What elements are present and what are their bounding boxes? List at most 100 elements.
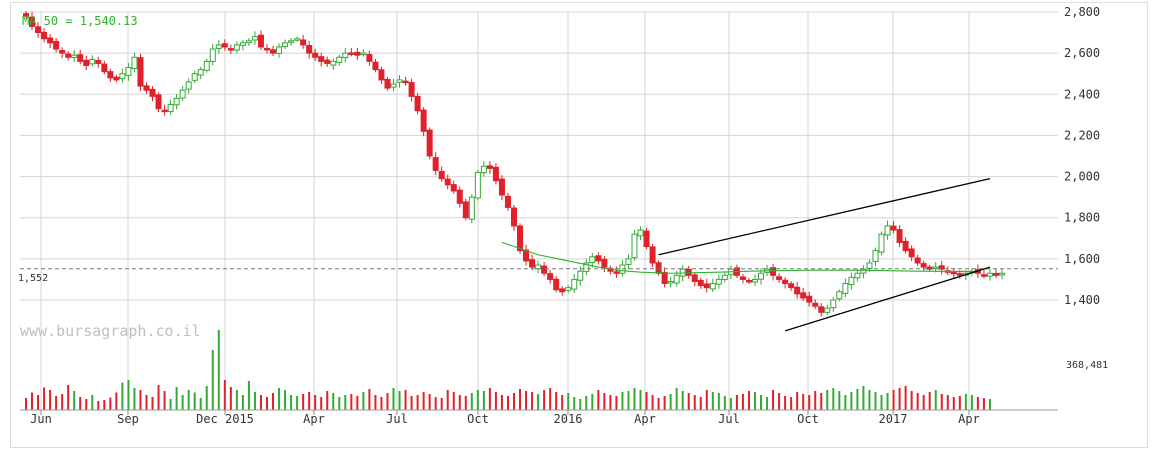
candle-body — [306, 45, 313, 54]
x-tick-label: Oct — [797, 412, 819, 426]
candle-body — [414, 95, 421, 112]
volume-bar — [205, 386, 208, 410]
volume-bar — [103, 400, 106, 410]
candle-body — [938, 265, 945, 270]
candle-body — [577, 270, 584, 281]
candle-body — [215, 44, 222, 49]
volume-bar — [561, 395, 564, 410]
candle-body — [565, 287, 572, 291]
candle-body — [360, 52, 367, 56]
candle-body — [89, 58, 96, 65]
volume-bar — [73, 391, 76, 410]
volume-bar — [91, 395, 94, 410]
volume-bar — [603, 393, 606, 410]
candle-body — [992, 272, 999, 276]
x-tick-label: Apr — [958, 412, 980, 426]
candle-body — [113, 76, 120, 81]
volume-bar — [970, 395, 973, 410]
candle-body — [282, 42, 289, 48]
volume-bar — [735, 395, 738, 410]
candle-body — [288, 40, 295, 43]
y-tick-label: 1,800 — [1064, 211, 1100, 225]
volume-bar — [760, 395, 763, 410]
volume-bar — [892, 390, 895, 410]
candle-body — [878, 233, 885, 253]
volume-bar — [308, 392, 311, 410]
volume-bar — [699, 397, 702, 410]
volume-bar — [850, 392, 853, 410]
volume-bar — [555, 392, 558, 410]
candle-body — [161, 109, 168, 113]
volume-bar — [531, 392, 534, 410]
volume-bar — [579, 399, 582, 410]
volume-bar — [79, 397, 82, 410]
candle-body — [366, 54, 373, 62]
candle-body — [649, 246, 656, 264]
volume-bar — [621, 392, 624, 410]
volume-bar — [181, 395, 184, 410]
volume-bar — [67, 385, 70, 410]
volume-bar — [645, 392, 648, 410]
volume-bar — [278, 388, 281, 410]
candle-body — [29, 16, 36, 27]
volume-bar — [874, 392, 877, 410]
candle-body — [950, 271, 957, 275]
volume-bar — [952, 397, 955, 410]
candle-body — [233, 44, 240, 51]
volume-bar — [898, 388, 901, 410]
candle-body — [125, 67, 132, 76]
candle-body — [492, 166, 499, 182]
candle-body — [390, 83, 397, 88]
volume-bar — [398, 391, 401, 410]
candle-body — [294, 38, 301, 41]
volume-bar — [651, 395, 654, 410]
candle-body — [402, 80, 409, 84]
candle-body — [342, 52, 349, 59]
candle-body — [583, 262, 590, 272]
volume-bar — [597, 390, 600, 410]
volume-bar — [55, 396, 58, 410]
candle-body — [456, 189, 463, 204]
volume-bar — [121, 382, 124, 410]
candle-body — [131, 56, 138, 70]
candle-body — [197, 69, 204, 76]
candle-body — [270, 49, 277, 54]
candle-body — [480, 165, 487, 174]
candle-body — [631, 233, 638, 259]
candle-body — [866, 262, 873, 269]
volume-bar — [127, 380, 130, 410]
volume-bar — [145, 395, 148, 410]
y-tick-label: 2,200 — [1064, 128, 1100, 142]
candle-body — [589, 256, 596, 264]
volume-bar — [320, 397, 323, 410]
volume-bar — [37, 395, 40, 410]
volume-bar — [753, 392, 756, 410]
volume-bar — [796, 392, 799, 410]
volume-bar — [615, 396, 618, 410]
volume-bar — [922, 395, 925, 410]
candle-body — [559, 288, 566, 293]
volume-bar — [627, 391, 630, 410]
volume-bar — [169, 399, 172, 410]
ma-label: MA 50 = 1,540.13 — [22, 14, 138, 28]
candle-body — [396, 79, 403, 83]
candle-body — [986, 272, 993, 277]
watermark: www.bursagraph.co.il — [20, 322, 201, 340]
candle-body — [637, 229, 644, 237]
volume-bar — [338, 397, 341, 410]
candle-body — [836, 291, 843, 300]
candle-body — [71, 54, 78, 58]
candle-body — [541, 265, 548, 274]
candle-body — [137, 57, 144, 87]
candle-body — [661, 271, 668, 285]
candle-body — [348, 52, 355, 55]
y-tick-label: 2,600 — [1064, 46, 1100, 60]
volume-bar — [639, 390, 642, 410]
candle-body — [468, 196, 475, 220]
candle-body — [890, 225, 897, 231]
volume-bar — [392, 388, 395, 410]
volume-bar — [193, 392, 196, 410]
volume-bar — [573, 397, 576, 410]
candle-body — [107, 71, 114, 79]
